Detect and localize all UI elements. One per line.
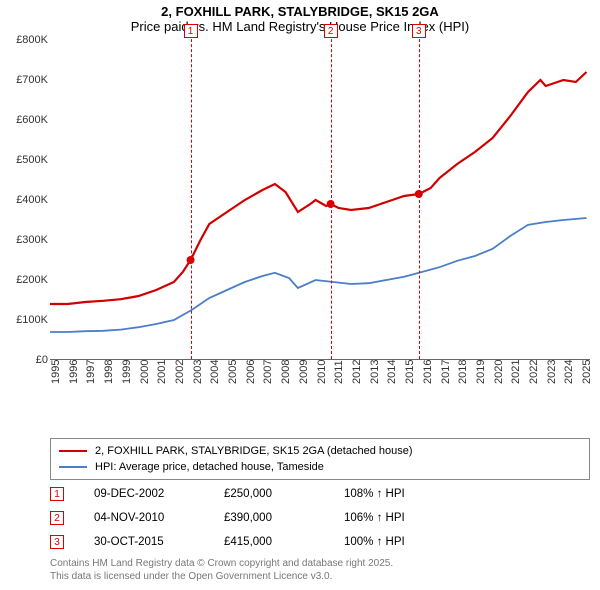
y-tick-label: £300K: [0, 234, 48, 246]
legend-swatch: [59, 466, 87, 468]
event-row: 2 04-NOV-2010 £390,000 106% ↑ HPI: [50, 506, 590, 530]
event-num: 3: [50, 535, 64, 549]
event-num: 2: [50, 511, 64, 525]
event-date: 30-OCT-2015: [94, 536, 194, 548]
event-pct: 108% ↑ HPI: [344, 488, 464, 500]
marker-box: 3: [412, 24, 426, 38]
chart: £0£100K£200K£300K£400K£500K£600K£700K£80…: [0, 40, 600, 400]
line-series: [50, 40, 590, 360]
y-tick-label: £400K: [0, 194, 48, 206]
y-tick-label: £100K: [0, 314, 48, 326]
plot-area: 123 199519961997199819992000200120022003…: [50, 40, 590, 360]
event-pct: 106% ↑ HPI: [344, 512, 464, 524]
legend: 2, FOXHILL PARK, STALYBRIDGE, SK15 2GA (…: [50, 438, 590, 480]
marker-line: [331, 24, 332, 359]
event-date: 04-NOV-2010: [94, 512, 194, 524]
y-tick-label: £500K: [0, 154, 48, 166]
event-row: 1 09-DEC-2002 £250,000 108% ↑ HPI: [50, 482, 590, 506]
footer-line: Contains HM Land Registry data © Crown c…: [50, 558, 393, 571]
legend-label: 2, FOXHILL PARK, STALYBRIDGE, SK15 2GA (…: [95, 445, 413, 457]
events-table: 1 09-DEC-2002 £250,000 108% ↑ HPI 2 04-NOV-20…: [50, 482, 590, 554]
legend-swatch: [59, 450, 87, 452]
marker-line: [419, 24, 420, 359]
title-line2: Price paid vs. HM Land Registry's House …: [0, 19, 600, 34]
event-price: £250,000: [224, 488, 314, 500]
marker-line: [191, 24, 192, 359]
legend-label: HPI: Average price, detached house, Tame…: [95, 461, 324, 473]
event-price: £415,000: [224, 536, 314, 548]
chart-title: 2, FOXHILL PARK, STALYBRIDGE, SK15 2GA P…: [0, 0, 600, 34]
y-tick-label: £600K: [0, 114, 48, 126]
footer-line: This data is licensed under the Open Gov…: [50, 571, 393, 584]
series-hpi: [50, 218, 587, 332]
series-price_paid: [50, 72, 587, 304]
event-num: 1: [50, 487, 64, 501]
event-date: 09-DEC-2002: [94, 488, 194, 500]
y-tick-label: £200K: [0, 274, 48, 286]
marker-box: 1: [184, 24, 198, 38]
y-tick-label: £700K: [0, 74, 48, 86]
legend-item: 2, FOXHILL PARK, STALYBRIDGE, SK15 2GA (…: [59, 443, 581, 459]
y-tick-label: £800K: [0, 34, 48, 46]
y-tick-label: £0: [0, 354, 48, 366]
title-line1: 2, FOXHILL PARK, STALYBRIDGE, SK15 2GA: [0, 4, 600, 19]
event-price: £390,000: [224, 512, 314, 524]
event-pct: 100% ↑ HPI: [344, 536, 464, 548]
marker-box: 2: [324, 24, 338, 38]
event-row: 3 30-OCT-2015 £415,000 100% ↑ HPI: [50, 530, 590, 554]
legend-item: HPI: Average price, detached house, Tame…: [59, 459, 581, 475]
footer-attribution: Contains HM Land Registry data © Crown c…: [50, 558, 393, 583]
